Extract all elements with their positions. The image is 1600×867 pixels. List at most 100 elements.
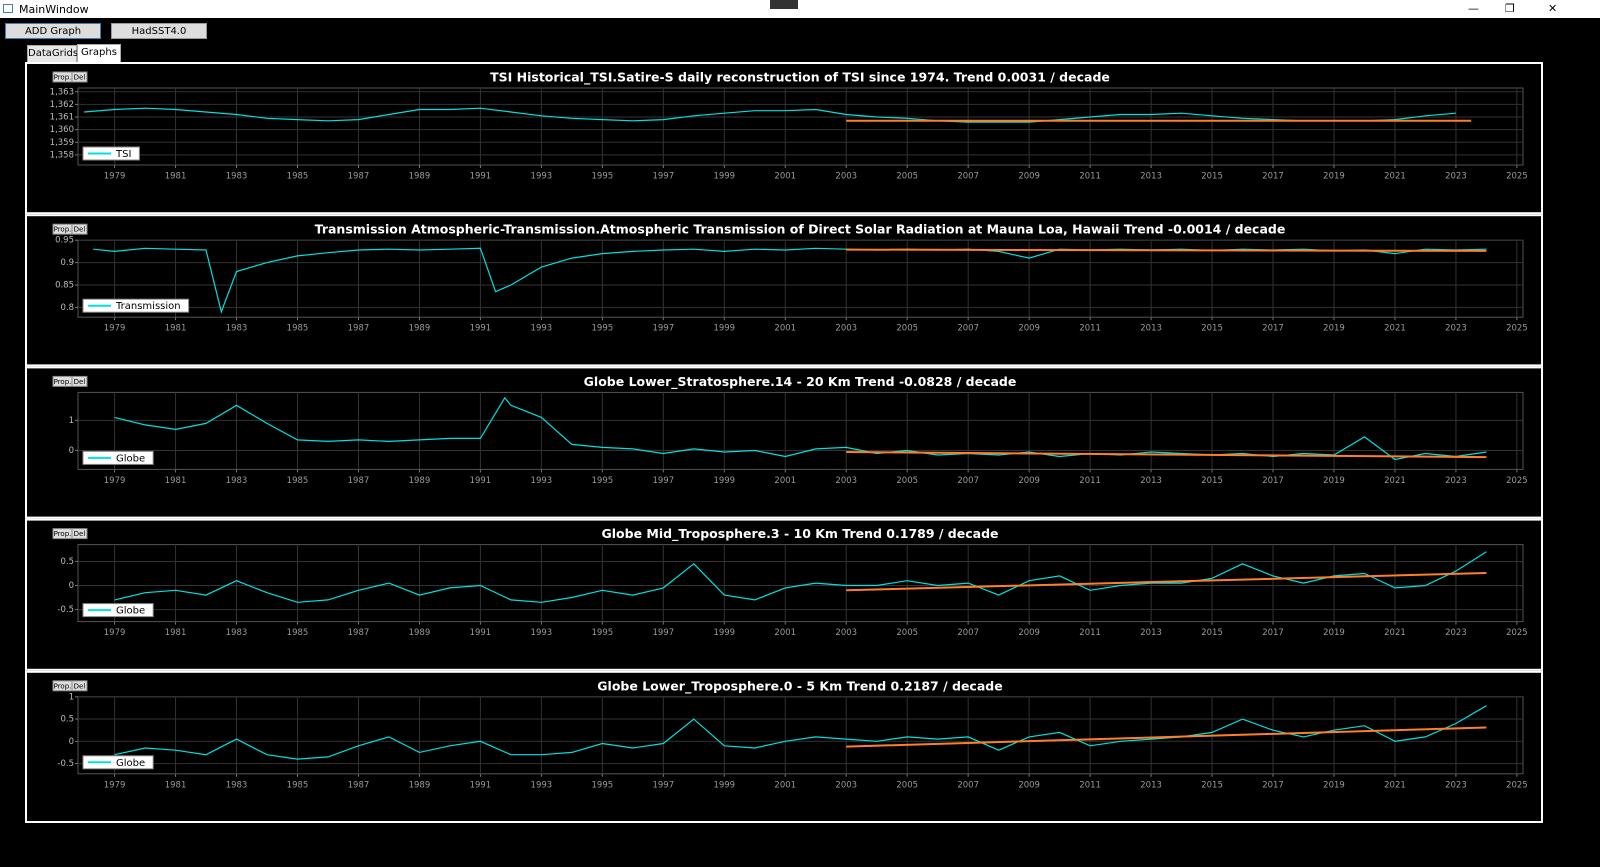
control-button[interactable] xyxy=(71,71,88,83)
panel-frame xyxy=(25,214,1543,367)
legend: Transmission xyxy=(82,298,190,313)
x-tick-label: 2015 xyxy=(1201,628,1223,638)
tab-active[interactable]: Graphs xyxy=(77,44,121,62)
y-tick-label: 0.5 xyxy=(60,715,74,725)
legend: Globe xyxy=(82,755,154,770)
x-tick-label: 2005 xyxy=(896,628,918,638)
x-tick-label: 2021 xyxy=(1384,780,1406,790)
x-tick-label: 2009 xyxy=(1018,628,1040,638)
panel-frame xyxy=(25,366,1543,519)
x-tick-label: 2019 xyxy=(1323,780,1345,790)
tab[interactable]: DataGrids xyxy=(27,45,78,62)
trend-line xyxy=(846,451,1487,459)
graph-panel: Prop. Del Globe Lower_Stratosphere.14 - 20… xyxy=(25,366,1543,519)
data-line xyxy=(84,107,1456,123)
x-tick-label: 2007 xyxy=(957,476,979,486)
x-tick-label: 1985 xyxy=(287,628,309,638)
x-tick-label: 2013 xyxy=(1140,780,1162,790)
y-tick-label: 1,362 xyxy=(50,100,74,110)
chart-title: Globe Lower_Troposphere.0 - 5 Km Trend 0… xyxy=(597,678,1002,694)
x-tick-label: 1981 xyxy=(165,476,187,486)
add-graph-button[interactable]: ADD Graph xyxy=(5,23,101,39)
y-tick-label: 0 xyxy=(69,581,74,591)
x-tick-label: 2023 xyxy=(1445,780,1467,790)
control-label[interactable]: Prop. xyxy=(54,226,72,234)
x-tick-label: 1999 xyxy=(713,476,735,486)
graph-panel: Prop. Del Globe Lower_Troposphere.0 - 5 Km… xyxy=(25,670,1543,823)
x-tick-label: 1995 xyxy=(592,628,614,638)
control-label[interactable]: Del xyxy=(74,226,86,234)
x-tick-label: 2007 xyxy=(957,172,979,182)
y-tick-label: 1,358 xyxy=(50,150,74,160)
x-tick-label: 2025 xyxy=(1506,628,1528,638)
chart-title: Globe Lower_Stratosphere.14 - 20 Km Tren… xyxy=(584,374,1017,390)
control-label[interactable]: Del xyxy=(74,530,86,538)
control-label[interactable]: Prop. xyxy=(54,378,72,386)
control-label[interactable]: Prop. xyxy=(54,74,72,82)
x-tick-label: 2005 xyxy=(896,324,918,334)
x-tick-label: 1999 xyxy=(713,324,735,334)
y-tick-label: -0.5 xyxy=(57,759,74,769)
x-tick-label: 2021 xyxy=(1384,324,1406,334)
y-tick-label: 1 xyxy=(69,416,74,426)
x-tick-label: 1983 xyxy=(226,780,248,790)
x-tick-label: 1989 xyxy=(409,476,431,486)
panel-frame xyxy=(25,518,1543,671)
legend-label: Globe xyxy=(116,758,145,769)
app-icon xyxy=(3,4,13,13)
x-tick-label: 2017 xyxy=(1262,780,1284,790)
x-tick-label: 1993 xyxy=(531,780,553,790)
legend-label: TSI xyxy=(115,149,131,160)
dataset-button[interactable]: HadSST4.0 xyxy=(111,23,207,39)
minimize-button[interactable]: — xyxy=(1468,2,1479,15)
x-tick-label: 2025 xyxy=(1506,780,1528,790)
x-tick-label: 1985 xyxy=(287,324,309,334)
control-button[interactable] xyxy=(71,375,88,387)
control-label[interactable]: Prop. xyxy=(54,682,72,690)
x-tick-label: 2015 xyxy=(1201,172,1223,182)
trend-line xyxy=(846,726,1487,748)
x-tick-label: 2019 xyxy=(1323,172,1345,182)
x-tick-label: 1989 xyxy=(409,324,431,334)
x-tick-label: 1989 xyxy=(409,780,431,790)
plot-frame xyxy=(77,544,1524,623)
control-button[interactable] xyxy=(71,528,88,540)
x-tick-label: 2023 xyxy=(1445,476,1467,486)
x-tick-label: 1997 xyxy=(652,628,674,638)
x-tick-label: 1991 xyxy=(470,324,492,334)
x-tick-label: 2025 xyxy=(1506,476,1528,486)
x-tick-label: 1987 xyxy=(348,324,370,334)
chart-title: Globe Mid_Troposphere.3 - 10 Km Trend 0.… xyxy=(601,526,998,542)
control-label[interactable]: Prop. xyxy=(54,530,72,538)
control-label[interactable]: Del xyxy=(74,378,86,386)
control-button[interactable] xyxy=(71,680,88,692)
panel-frame xyxy=(25,62,1543,215)
drag-handle[interactable] xyxy=(770,0,798,9)
x-tick-label: 1991 xyxy=(470,628,492,638)
x-tick-label: 2013 xyxy=(1140,628,1162,638)
y-tick-label: 1,359 xyxy=(50,138,74,148)
panel-frame xyxy=(25,670,1543,823)
x-tick-label: 1991 xyxy=(470,476,492,486)
x-tick-label: 1995 xyxy=(592,324,614,334)
restore-button[interactable]: ❐ xyxy=(1505,2,1515,15)
x-tick-label: 1985 xyxy=(287,172,309,182)
x-tick-label: 1987 xyxy=(348,476,370,486)
x-tick-label: 2017 xyxy=(1262,628,1284,638)
x-tick-label: 2007 xyxy=(957,324,979,334)
x-tick-label: 1981 xyxy=(165,780,187,790)
x-tick-label: 2019 xyxy=(1323,324,1345,334)
y-tick-label: 0.95 xyxy=(55,236,74,246)
y-tick-label: 1,360 xyxy=(50,125,74,135)
chart-title: Transmission Atmospheric-Transmission.At… xyxy=(315,222,1286,237)
x-tick-label: 1983 xyxy=(226,476,248,486)
control-button[interactable] xyxy=(71,223,88,235)
control-label[interactable]: Del xyxy=(74,74,86,82)
plot-frame xyxy=(77,87,1524,166)
x-tick-label: 1993 xyxy=(531,628,553,638)
control-label[interactable]: Del xyxy=(74,682,86,690)
close-button[interactable]: ✕ xyxy=(1548,2,1558,15)
x-tick-label: 2005 xyxy=(896,172,918,182)
x-tick-label: 2015 xyxy=(1201,476,1223,486)
